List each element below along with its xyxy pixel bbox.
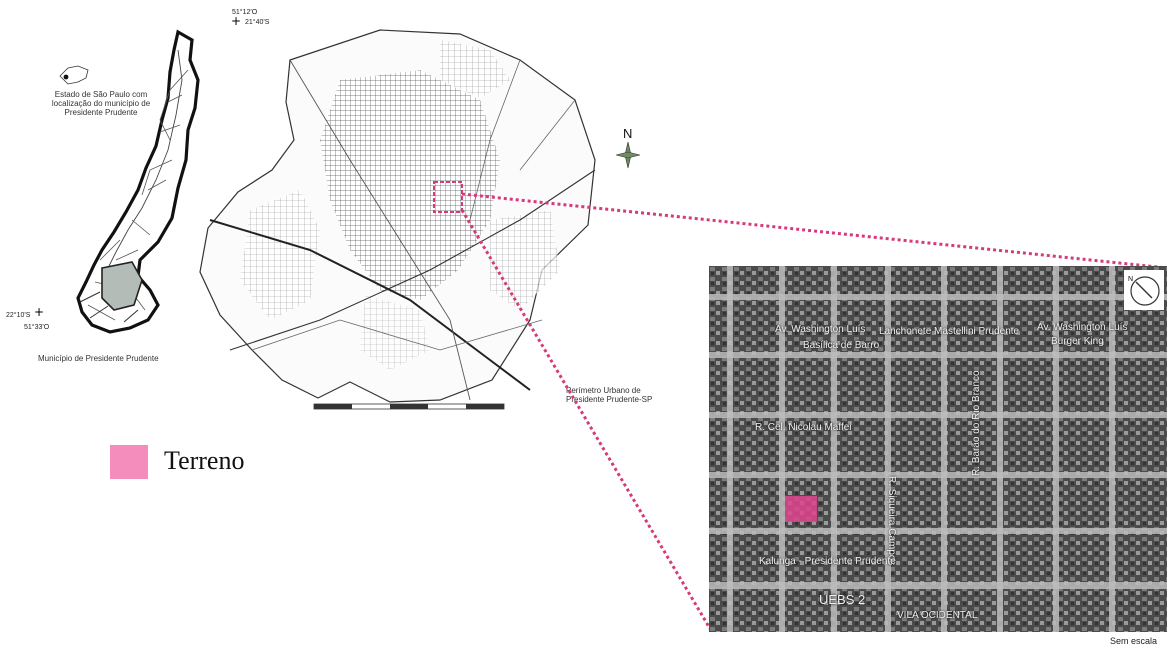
aerial-compass: N — [1124, 270, 1164, 310]
coord-cross-left: + — [34, 305, 45, 319]
aerial-label-vertical2: R. Barão do Rio Branco — [971, 370, 982, 476]
aerial-label-lanchonete: Lanchonete Mastellini Prudente — [879, 326, 1020, 337]
aerial-label-av2: Av. Washington Luís — [1037, 322, 1128, 333]
legend-swatch — [110, 445, 148, 479]
aerial-label-vila: VILA OCIDENTAL — [897, 610, 978, 621]
state-map — [20, 20, 230, 370]
state-map-outline — [76, 29, 200, 334]
aerial-label-burger: Burger King — [1051, 336, 1104, 347]
aerial-label-nicolau: R. Cel. Nicolau Maffei — [755, 422, 852, 433]
aerial-image: Av. Washington Luís Basílica de Barro La… — [709, 266, 1167, 632]
aerial-compass-n: N — [1128, 276, 1134, 283]
aerial-label-vertical1: R. Siqueira Campos — [886, 476, 897, 566]
municipality-caption: Município de Presidente Prudente — [38, 354, 159, 363]
north-arrow: N — [612, 126, 644, 172]
coord-cross-top: + — [231, 14, 242, 28]
aerial-label-kalunga: Kalunga - Presidente Prudente — [759, 556, 896, 567]
sp-inset-map — [58, 64, 90, 86]
aerial-label-av1: Av. Washington Luís — [775, 324, 866, 335]
coord-top-lon: 51°12'O — [232, 9, 258, 16]
aerial-label-uebs: UEBS 2 — [819, 592, 866, 607]
aerial-label-point1: Basílica de Barro — [803, 340, 880, 351]
north-label: N — [623, 126, 633, 141]
legend-label: Terreno — [164, 446, 245, 475]
coord-left-lon: 51°33'O — [24, 324, 50, 331]
coord-left-lat: 22°10'S — [6, 312, 31, 319]
site-highlight — [785, 496, 817, 522]
coord-top-lat: 21°40'S — [245, 19, 270, 26]
urban-perimeter-caption: Perímetro Urbano de Presidente Prudente-… — [566, 386, 653, 404]
aerial-blocks — [709, 266, 1167, 632]
state-map-caption: Estado de São Paulo com localização do m… — [51, 90, 151, 117]
urban-perimeter-map — [190, 20, 630, 420]
no-scale-label: Sem escala — [1110, 636, 1158, 646]
